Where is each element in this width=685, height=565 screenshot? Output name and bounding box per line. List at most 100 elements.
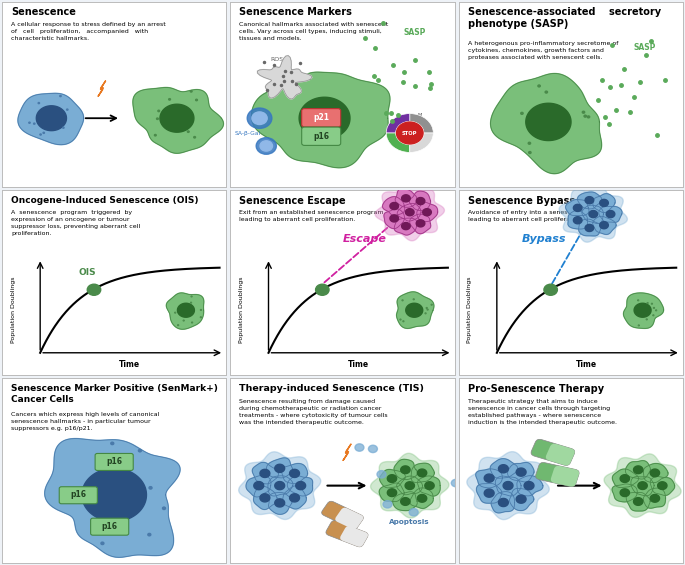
Polygon shape — [606, 211, 615, 218]
Text: Population Doublings: Population Doublings — [11, 277, 16, 344]
Polygon shape — [379, 483, 404, 502]
Polygon shape — [252, 462, 278, 484]
Polygon shape — [566, 199, 589, 216]
Polygon shape — [290, 470, 299, 477]
Polygon shape — [296, 481, 306, 490]
Polygon shape — [397, 292, 434, 328]
Text: p16: p16 — [71, 490, 86, 499]
Circle shape — [188, 131, 189, 132]
Circle shape — [101, 542, 104, 545]
Polygon shape — [251, 72, 390, 168]
Text: Therapeutic strategy that aims to induce
senescence in cancer cells through targ: Therapeutic strategy that aims to induce… — [468, 399, 616, 425]
Circle shape — [521, 112, 523, 114]
Polygon shape — [516, 468, 526, 476]
Polygon shape — [510, 488, 534, 511]
Text: p16: p16 — [313, 132, 329, 141]
Polygon shape — [658, 482, 667, 489]
Polygon shape — [417, 469, 427, 477]
Circle shape — [190, 302, 192, 303]
Text: Senescence Bypass: Senescence Bypass — [468, 195, 575, 206]
Polygon shape — [411, 463, 434, 483]
Circle shape — [256, 138, 276, 154]
Polygon shape — [503, 481, 513, 490]
Polygon shape — [568, 210, 588, 229]
Text: Senescence-associated    secretory
phenotype (SASP): Senescence-associated secretory phenotyp… — [468, 7, 661, 29]
Text: Oncogene-Induced Senescence (OIS): Oncogene-Induced Senescence (OIS) — [11, 195, 199, 205]
FancyBboxPatch shape — [322, 501, 363, 529]
Text: G1: G1 — [427, 130, 434, 135]
Text: Escape: Escape — [342, 234, 386, 244]
FancyBboxPatch shape — [546, 444, 575, 466]
Polygon shape — [585, 224, 594, 232]
Polygon shape — [290, 494, 299, 502]
Text: A  senescence  program  triggered  by
expression of an oncogene or tumour
suppre: A senescence program triggered by expres… — [11, 210, 140, 236]
Text: p16: p16 — [106, 457, 122, 466]
Polygon shape — [401, 466, 410, 473]
Polygon shape — [287, 476, 312, 496]
Circle shape — [66, 109, 68, 110]
Polygon shape — [612, 484, 637, 502]
FancyBboxPatch shape — [551, 466, 579, 486]
FancyBboxPatch shape — [59, 486, 97, 504]
Polygon shape — [620, 489, 630, 497]
Circle shape — [529, 151, 531, 154]
Text: A heterogenous pro-inflammatory secretome of
cytokines, chemokines, growth facto: A heterogenous pro-inflammatory secretom… — [468, 41, 618, 59]
Polygon shape — [299, 97, 350, 139]
Polygon shape — [526, 103, 571, 141]
Circle shape — [87, 284, 101, 295]
Polygon shape — [634, 303, 651, 317]
Text: SASP: SASP — [403, 28, 425, 37]
Polygon shape — [491, 492, 514, 513]
Polygon shape — [390, 202, 399, 210]
Polygon shape — [476, 469, 502, 488]
Circle shape — [646, 319, 647, 320]
Text: Population Doublings: Population Doublings — [239, 277, 244, 344]
Text: A cellular response to stress defined by an arrest
of   cell   proliferation,   : A cellular response to stress defined by… — [11, 22, 166, 41]
Polygon shape — [275, 499, 285, 507]
Text: p16: p16 — [101, 522, 118, 531]
Text: OIS: OIS — [79, 268, 96, 277]
Polygon shape — [599, 206, 622, 223]
FancyBboxPatch shape — [536, 463, 579, 486]
Polygon shape — [410, 214, 431, 234]
Circle shape — [111, 442, 114, 445]
Polygon shape — [258, 55, 312, 99]
Circle shape — [582, 111, 585, 113]
Polygon shape — [401, 223, 410, 229]
Polygon shape — [397, 203, 421, 221]
Polygon shape — [98, 81, 105, 97]
Circle shape — [113, 528, 116, 531]
Text: Therapy-induced Senescence (TIS): Therapy-induced Senescence (TIS) — [239, 384, 424, 393]
Polygon shape — [612, 469, 638, 488]
Circle shape — [40, 134, 41, 135]
Circle shape — [43, 132, 45, 133]
Polygon shape — [577, 192, 602, 209]
Polygon shape — [269, 493, 292, 514]
Polygon shape — [268, 476, 293, 496]
Polygon shape — [238, 452, 321, 519]
Polygon shape — [585, 197, 594, 204]
Polygon shape — [177, 303, 195, 317]
Polygon shape — [343, 444, 351, 460]
Polygon shape — [477, 484, 502, 503]
Polygon shape — [409, 191, 430, 210]
Circle shape — [194, 137, 195, 138]
Circle shape — [651, 303, 652, 304]
Wedge shape — [386, 114, 410, 133]
FancyBboxPatch shape — [531, 439, 575, 466]
Circle shape — [252, 112, 267, 124]
Polygon shape — [490, 459, 518, 478]
FancyBboxPatch shape — [335, 508, 363, 529]
Circle shape — [138, 449, 141, 452]
Polygon shape — [517, 476, 543, 496]
Polygon shape — [371, 453, 449, 518]
Polygon shape — [620, 475, 630, 483]
Polygon shape — [406, 303, 423, 317]
Polygon shape — [425, 482, 434, 489]
Polygon shape — [599, 221, 608, 229]
Polygon shape — [379, 470, 406, 488]
Polygon shape — [467, 451, 549, 520]
Circle shape — [400, 319, 401, 320]
Circle shape — [377, 471, 386, 478]
Text: SASP: SASP — [634, 43, 656, 52]
